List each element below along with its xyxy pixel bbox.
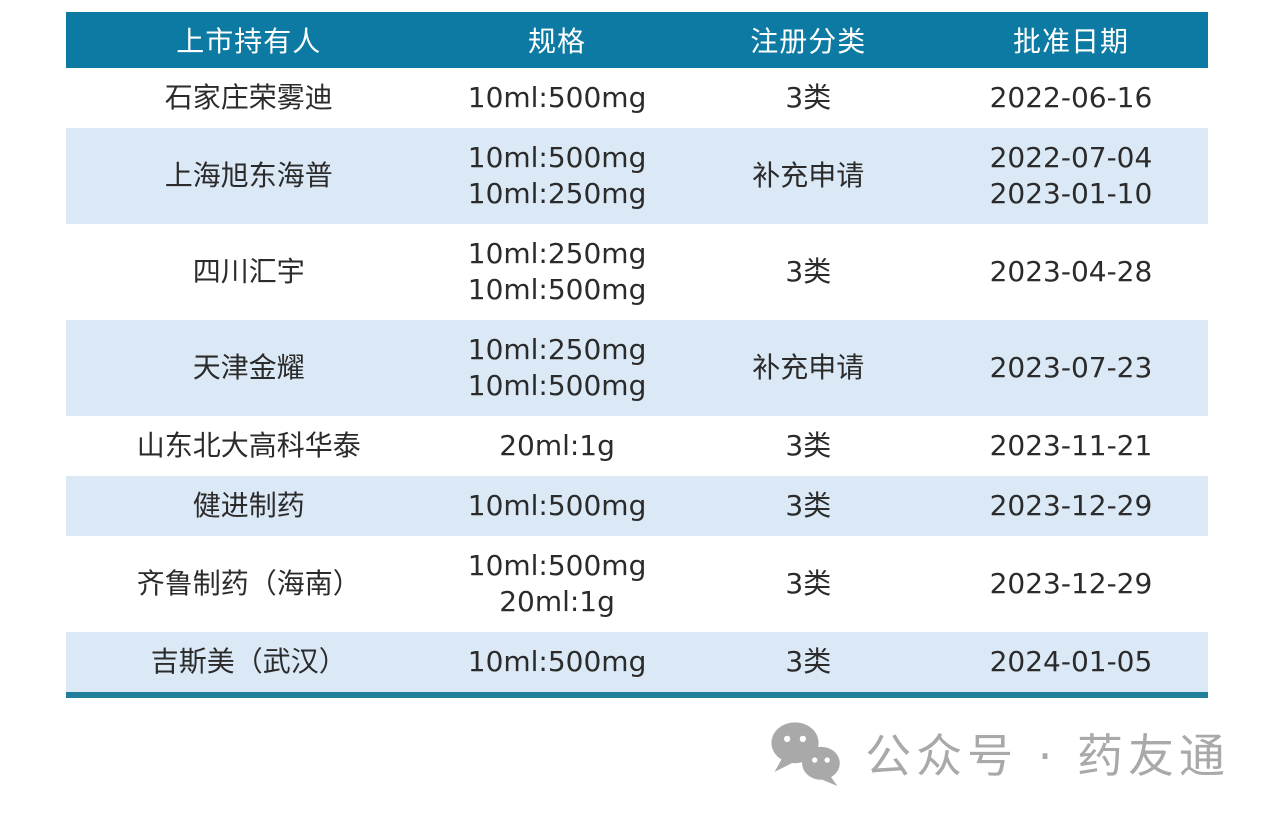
cell-date: 2023-07-23 xyxy=(933,320,1208,416)
cell-holder: 天津金耀 xyxy=(66,320,432,416)
wechat-icon xyxy=(771,722,840,786)
table-row: 山东北大高科华泰 20ml:1g 3类 2023-11-21 xyxy=(66,416,1208,476)
cell-holder: 山东北大高科华泰 xyxy=(66,416,432,476)
column-header-date: 批准日期 xyxy=(933,12,1208,68)
cell-holder: 四川汇宇 xyxy=(66,224,432,320)
table-row: 天津金耀 10ml:250mg 10ml:500mg 补充申请 2023-07-23 xyxy=(66,320,1208,416)
cell-holder: 齐鲁制药（海南） xyxy=(66,536,432,632)
cell-spec: 10ml:500mg xyxy=(431,632,683,692)
cell-date: 2023-04-28 xyxy=(933,224,1208,320)
table-body: 石家庄荣雾迪 10ml:500mg 3类 2022-06-16 上海旭东海普 10ml:5… xyxy=(66,68,1208,692)
cell-spec: 10ml:250mg 10ml:500mg xyxy=(431,320,683,416)
cell-category: 3类 xyxy=(682,536,934,632)
cell-holder: 石家庄荣雾迪 xyxy=(66,68,432,128)
watermark: 公众号 · 药友通 xyxy=(767,720,1230,786)
data-table: 上市持有人 规格 注册分类 批准日期 石家庄荣雾迪 10ml:500mg 3类 2022-0… xyxy=(66,12,1208,692)
table-row: 四川汇宇 10ml:250mg 10ml:500mg 3类 2023-04-28 xyxy=(66,224,1208,320)
cell-holder: 健进制药 xyxy=(66,476,432,536)
table-header-row: 上市持有人 规格 注册分类 批准日期 xyxy=(66,12,1208,68)
cell-category: 补充申请 xyxy=(682,320,934,416)
cell-category: 3类 xyxy=(682,224,934,320)
cell-spec: 10ml:500mg 10ml:250mg xyxy=(431,128,683,224)
table-row: 石家庄荣雾迪 10ml:500mg 3类 2022-06-16 xyxy=(66,68,1208,128)
cell-date: 2023-11-21 xyxy=(933,416,1208,476)
table-row: 吉斯美（武汉） 10ml:500mg 3类 2024-01-05 xyxy=(66,632,1208,692)
cell-category: 补充申请 xyxy=(682,128,934,224)
cell-spec: 10ml:500mg xyxy=(431,68,683,128)
cell-holder: 上海旭东海普 xyxy=(66,128,432,224)
cell-spec: 10ml:500mg 20ml:1g xyxy=(431,536,683,632)
cell-spec: 20ml:1g xyxy=(431,416,683,476)
table-row: 健进制药 10ml:500mg 3类 2023-12-29 xyxy=(66,476,1208,536)
cell-date: 2022-06-16 xyxy=(933,68,1208,128)
cell-holder: 吉斯美（武汉） xyxy=(66,632,432,692)
cell-date: 2023-12-29 xyxy=(933,476,1208,536)
table-header: 上市持有人 规格 注册分类 批准日期 xyxy=(66,12,1208,68)
cell-category: 3类 xyxy=(682,68,934,128)
cell-category: 3类 xyxy=(682,476,934,536)
cell-spec: 10ml:250mg 10ml:500mg xyxy=(431,224,683,320)
table-row: 上海旭东海普 10ml:500mg 10ml:250mg 补充申请 2022-07-04… xyxy=(66,128,1208,224)
approval-table: 上市持有人 规格 注册分类 批准日期 石家庄荣雾迪 10ml:500mg 3类 2022-0… xyxy=(66,12,1208,698)
watermark-text: 公众号 · 药友通 xyxy=(865,729,1230,783)
column-header-spec: 规格 xyxy=(431,12,683,68)
cell-date: 2023-12-29 xyxy=(933,536,1208,632)
cell-spec: 10ml:500mg xyxy=(431,476,683,536)
table-row: 齐鲁制药（海南） 10ml:500mg 20ml:1g 3类 2023-12-29 xyxy=(66,536,1208,632)
cell-date: 2024-01-05 xyxy=(933,632,1208,692)
column-header-holder: 上市持有人 xyxy=(66,12,432,68)
cell-date: 2022-07-04 2023-01-10 xyxy=(933,128,1208,224)
cell-category: 3类 xyxy=(682,416,934,476)
cell-category: 3类 xyxy=(682,632,934,692)
column-header-category: 注册分类 xyxy=(682,12,934,68)
